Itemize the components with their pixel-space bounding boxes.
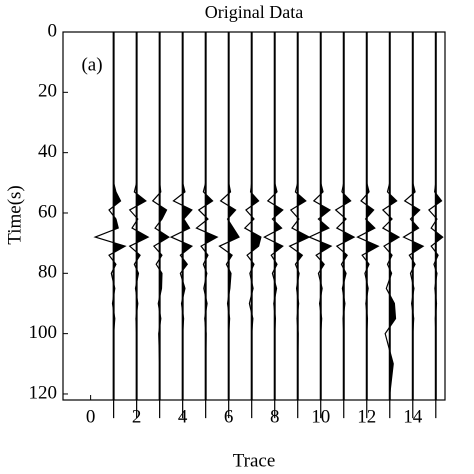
annotation: (a) bbox=[81, 54, 102, 75]
trace-wiggle bbox=[128, 32, 150, 419]
x-axis-label: Trace bbox=[233, 450, 276, 471]
y-tick-label: 40 bbox=[38, 141, 57, 162]
trace-fill bbox=[136, 32, 149, 400]
y-tick-label: 0 bbox=[48, 20, 58, 41]
trace-fill bbox=[274, 32, 283, 400]
trace-wiggle bbox=[195, 32, 219, 419]
chart-title: Original Data bbox=[205, 2, 303, 22]
trace-wiggle bbox=[243, 32, 262, 419]
y-tick-label: 20 bbox=[38, 81, 57, 102]
trace-fill bbox=[297, 32, 310, 400]
trace-wiggle bbox=[334, 32, 356, 419]
trace-fill bbox=[182, 32, 192, 400]
trace-wiggle bbox=[381, 32, 401, 419]
trace-wiggle bbox=[93, 32, 127, 419]
y-tick-label: 60 bbox=[38, 201, 57, 222]
trace-fill bbox=[113, 32, 126, 400]
trace-fill bbox=[159, 32, 169, 400]
x-tick-label: 0 bbox=[86, 406, 96, 427]
trace-wiggle bbox=[263, 32, 284, 419]
y-tick-label: 100 bbox=[29, 322, 58, 343]
trace-wiggle bbox=[169, 32, 194, 419]
trace-wiggle bbox=[288, 32, 311, 419]
trace-wiggle bbox=[151, 32, 170, 419]
plot-frame bbox=[62, 31, 446, 401]
trace-fill bbox=[366, 32, 379, 400]
y-tick-label: 120 bbox=[29, 382, 58, 403]
trace-fill bbox=[343, 32, 355, 400]
y-tick-label: 80 bbox=[38, 262, 57, 283]
y-axis-label: Time(s) bbox=[4, 185, 25, 244]
